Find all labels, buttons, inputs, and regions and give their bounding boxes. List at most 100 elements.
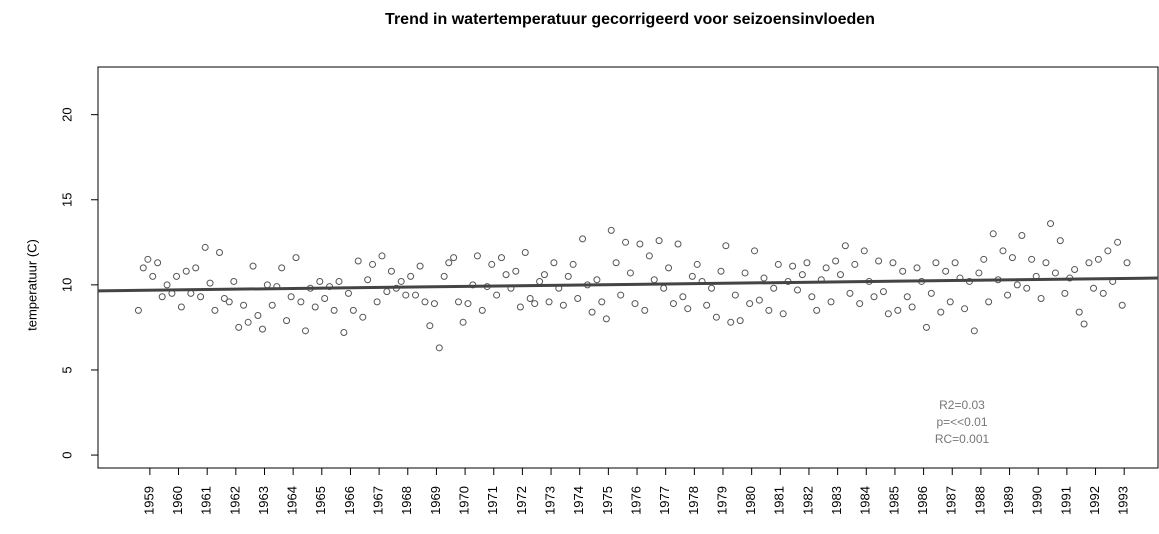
x-tick-label: 1969 xyxy=(428,486,443,515)
point xyxy=(703,301,711,309)
point xyxy=(942,267,950,275)
point xyxy=(884,310,892,318)
point xyxy=(722,242,730,250)
point xyxy=(235,323,243,331)
point xyxy=(650,276,658,284)
point xyxy=(980,255,988,263)
point xyxy=(516,303,524,311)
point xyxy=(579,235,587,243)
point xyxy=(574,294,582,302)
point xyxy=(870,293,878,301)
point xyxy=(177,303,185,311)
point xyxy=(961,305,969,313)
point xyxy=(201,243,209,251)
x-tick-label: 1992 xyxy=(1087,486,1102,515)
point xyxy=(292,254,300,262)
point xyxy=(693,260,701,268)
point xyxy=(540,271,548,279)
point xyxy=(970,327,978,335)
point xyxy=(774,260,782,268)
point xyxy=(832,257,840,265)
point xyxy=(779,310,787,318)
x-tick-label: 1965 xyxy=(313,486,328,515)
point xyxy=(1004,291,1012,299)
point xyxy=(254,311,262,319)
point xyxy=(612,259,620,267)
x-tick-label: 1966 xyxy=(342,486,357,515)
point xyxy=(488,260,496,268)
x-tick-label: 1979 xyxy=(714,486,729,515)
point xyxy=(268,301,276,309)
point xyxy=(674,240,682,248)
x-tick-label: 1991 xyxy=(1058,486,1073,515)
point xyxy=(369,260,377,268)
point xyxy=(397,277,405,285)
y-tick-label: 5 xyxy=(59,366,74,373)
point xyxy=(335,277,343,285)
point xyxy=(927,289,935,297)
x-tick-label: 1962 xyxy=(227,486,242,515)
point xyxy=(416,262,424,270)
point xyxy=(1051,269,1059,277)
point xyxy=(765,306,773,314)
point xyxy=(569,260,577,268)
point xyxy=(192,264,200,272)
x-tick-label: 1975 xyxy=(600,486,615,515)
point xyxy=(564,272,572,280)
point xyxy=(951,259,959,267)
point xyxy=(344,289,352,297)
point xyxy=(1075,308,1083,316)
point xyxy=(593,276,601,284)
point xyxy=(220,294,228,302)
annotation: p=<<0.01 xyxy=(936,415,987,429)
point xyxy=(559,301,567,309)
chart-title: Trend in watertemperatuur gecorrigeerd v… xyxy=(385,11,875,28)
x-tick-label: 1989 xyxy=(1001,486,1016,515)
point xyxy=(932,259,940,267)
point xyxy=(1061,289,1069,297)
x-tick-label: 1974 xyxy=(571,486,586,515)
point xyxy=(717,267,725,275)
point xyxy=(684,305,692,313)
point xyxy=(999,247,1007,255)
point xyxy=(173,272,181,280)
point xyxy=(450,254,458,262)
annotation: RC=0.001 xyxy=(935,432,990,446)
point xyxy=(1080,320,1088,328)
point xyxy=(631,300,639,308)
point xyxy=(937,308,945,316)
point xyxy=(712,313,720,321)
point xyxy=(197,293,205,301)
point xyxy=(622,238,630,246)
point xyxy=(440,272,448,280)
x-tick-label: 1990 xyxy=(1030,486,1045,515)
trend-line xyxy=(97,276,1159,293)
x-tick-label: 1971 xyxy=(485,486,500,515)
x-tick-label: 1993 xyxy=(1116,486,1131,515)
point xyxy=(316,277,324,285)
x-tick-label: 1983 xyxy=(829,486,844,515)
y-tick-label: 0 xyxy=(59,451,74,458)
point xyxy=(478,306,486,314)
point xyxy=(755,296,763,304)
point xyxy=(249,262,257,270)
x-tick-label: 1980 xyxy=(743,486,758,515)
y-tick-label: 15 xyxy=(59,193,74,207)
x-tick-label: 1982 xyxy=(800,486,815,515)
point xyxy=(894,306,902,314)
point xyxy=(1018,232,1026,240)
x-tick-label: 1984 xyxy=(858,486,873,515)
point xyxy=(545,298,553,306)
point xyxy=(154,259,162,267)
x-tick-label: 1960 xyxy=(170,486,185,515)
point xyxy=(626,269,634,277)
point xyxy=(311,303,319,311)
point xyxy=(727,318,735,326)
point xyxy=(373,298,381,306)
point xyxy=(1071,266,1079,274)
point xyxy=(158,293,166,301)
x-tick-label: 1978 xyxy=(686,486,701,515)
point xyxy=(617,291,625,299)
point xyxy=(321,294,329,302)
